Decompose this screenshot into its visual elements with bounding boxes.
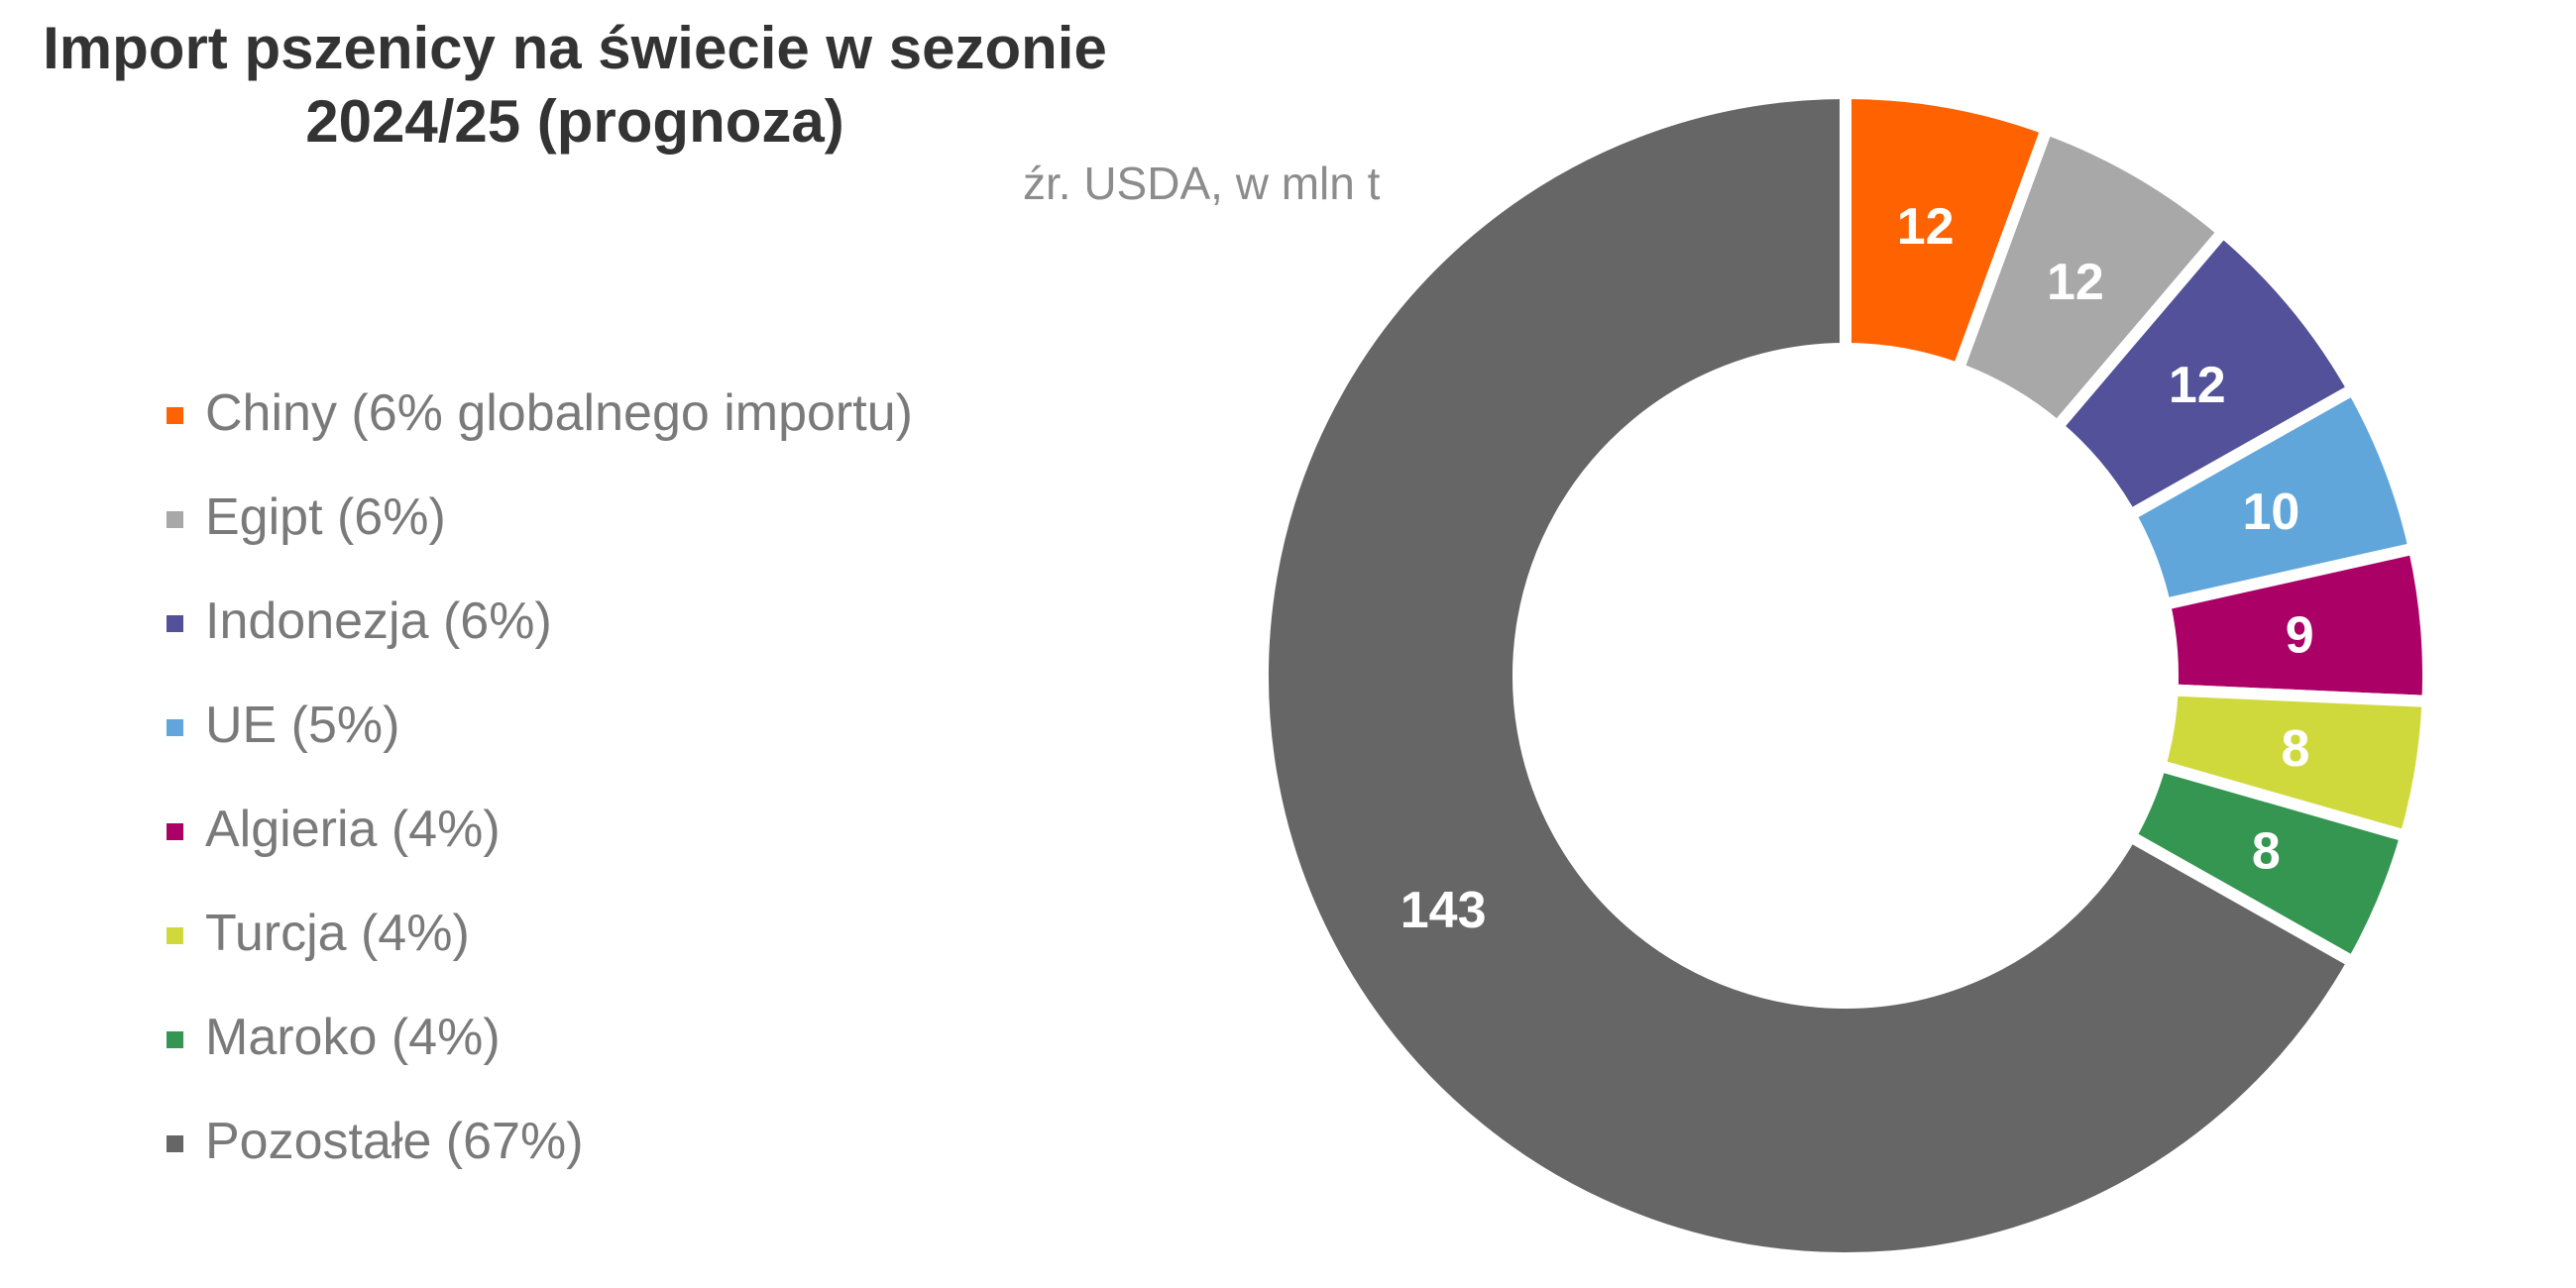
legend-label: Chiny (6% globalnego importu) [205, 384, 913, 442]
legend-swatch [167, 407, 183, 424]
data-label: 12 [1897, 198, 1955, 256]
data-label: 8 [2282, 720, 2310, 778]
legend-swatch [167, 1031, 183, 1048]
donut-slice [1257, 86, 2362, 1264]
legend-item: Egipt (6%) [167, 485, 913, 590]
data-label: 12 [2169, 357, 2226, 414]
legend-item: Algieria (4%) [167, 798, 913, 902]
legend-item: UE (5%) [167, 694, 913, 798]
legend-item: Indonezja (6%) [167, 590, 913, 694]
legend-label: Pozostałe (67%) [205, 1113, 584, 1170]
legend-label: Maroko (4%) [205, 1009, 501, 1066]
legend-item: Maroko (4%) [167, 1006, 913, 1110]
data-label: 143 [1400, 882, 1487, 939]
legend-label: Turcja (4%) [205, 905, 470, 962]
legend-label: Algieria (4%) [205, 801, 501, 858]
data-label: 10 [2242, 483, 2299, 541]
legend-swatch [167, 511, 183, 528]
legend-swatch [167, 1135, 183, 1152]
chart-source: źr. USDA, w mln t [1023, 158, 1381, 209]
data-label: 8 [2252, 823, 2281, 881]
legend-label: UE (5%) [205, 697, 400, 754]
legend-swatch [167, 615, 183, 632]
legend-item: Chiny (6% globalnego importu) [167, 381, 913, 485]
legend-item: Turcja (4%) [167, 902, 913, 1006]
legend-swatch [167, 823, 183, 840]
legend-label: Egipt (6%) [205, 488, 446, 546]
legend-swatch [167, 719, 183, 736]
data-label: 12 [2047, 254, 2104, 311]
chart-legend: Chiny (6% globalnego importu) Egipt (6%) I… [167, 381, 913, 1214]
chart-title: Import pszenicy na świecie w sezonie 202… [0, 12, 1150, 159]
legend-swatch [167, 927, 183, 944]
chart-title-line-2: 2024/25 (prognoza) [305, 88, 844, 155]
legend-item: Pozostałe (67%) [167, 1110, 913, 1214]
legend-label: Indonezja (6%) [205, 592, 552, 650]
chart-title-line-1: Import pszenicy na świecie w sezonie [43, 15, 1107, 81]
data-label: 9 [2286, 607, 2314, 665]
